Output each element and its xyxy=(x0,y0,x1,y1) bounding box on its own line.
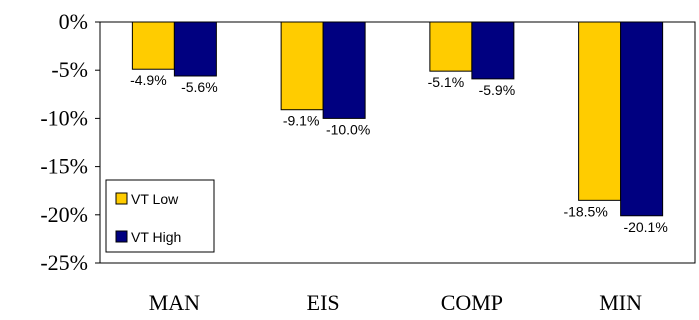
y-tick-label: 0% xyxy=(59,9,88,34)
category-labels: MAN EIS COMP MIN xyxy=(149,290,642,315)
bar-comp-vt-high xyxy=(471,21,515,80)
category-label-man: MAN xyxy=(149,290,200,315)
bar-min-vt-low xyxy=(578,21,622,201)
legend-swatch-vt-low xyxy=(115,192,128,205)
bar-comp-vt-low xyxy=(429,21,473,72)
data-label: -18.5% xyxy=(563,203,607,219)
bar-man-vt-low xyxy=(131,21,175,70)
category-label-eis: EIS xyxy=(307,290,340,315)
legend: VT Low VT High xyxy=(105,179,215,253)
bar-eis-vt-low xyxy=(280,21,324,111)
data-label: -4.9% xyxy=(130,72,167,88)
data-label: -10.0% xyxy=(326,121,370,137)
legend-swatch-vt-high xyxy=(115,230,128,243)
bar-eis-vt-high xyxy=(322,21,366,119)
legend-label-vt-low: VT Low xyxy=(131,191,179,207)
category-label-comp: COMP xyxy=(441,290,503,315)
y-tick-label: -25% xyxy=(40,250,88,275)
data-label: -5.6% xyxy=(181,79,218,95)
category-label-min: MIN xyxy=(599,290,642,315)
y-axis-ticks: 0% -5% -10% -15% -20% -25% xyxy=(40,9,100,275)
data-labels: -4.9% -5.6% -9.1% -10.0% -5.1% -5.9% -18.5% -20… xyxy=(130,72,668,235)
y-tick-label: -10% xyxy=(40,105,88,130)
bar-min-vt-high xyxy=(620,21,664,217)
data-label: -5.9% xyxy=(479,82,516,98)
data-label: -5.1% xyxy=(428,74,465,90)
bar-man-vt-high xyxy=(173,21,217,77)
y-tick-label: -20% xyxy=(40,202,88,227)
y-tick-label: -5% xyxy=(51,57,88,82)
data-label: -9.1% xyxy=(283,113,320,129)
legend-label-vt-high: VT High xyxy=(131,229,181,245)
data-label: -20.1% xyxy=(623,219,667,235)
y-tick-label: -15% xyxy=(40,154,88,179)
plot-area-frame xyxy=(99,21,696,264)
